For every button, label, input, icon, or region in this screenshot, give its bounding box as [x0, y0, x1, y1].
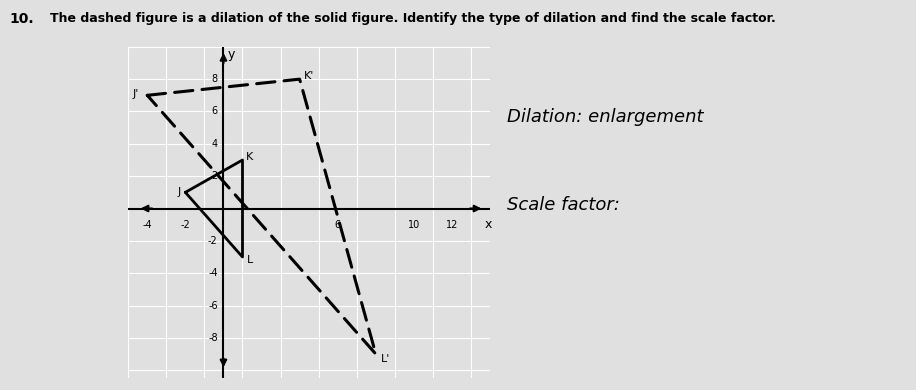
- Text: J: J: [177, 187, 180, 197]
- Text: 10: 10: [408, 220, 420, 230]
- Text: Scale factor:: Scale factor:: [507, 196, 620, 214]
- Text: L': L': [381, 354, 390, 364]
- Text: J': J': [133, 89, 139, 99]
- Text: L: L: [247, 255, 253, 265]
- Text: K: K: [245, 152, 253, 162]
- Text: -6: -6: [208, 301, 218, 310]
- Text: 6: 6: [212, 106, 218, 117]
- Text: -8: -8: [208, 333, 218, 343]
- Text: K': K': [304, 71, 314, 81]
- Text: 12: 12: [446, 220, 458, 230]
- Text: Dilation: enlargement: Dilation: enlargement: [507, 108, 703, 126]
- Text: 4: 4: [212, 139, 218, 149]
- Text: y: y: [227, 48, 234, 61]
- Text: -2: -2: [208, 236, 218, 246]
- Text: -2: -2: [180, 220, 191, 230]
- Text: x: x: [485, 218, 492, 231]
- Text: 8: 8: [212, 74, 218, 84]
- Text: -4: -4: [143, 220, 152, 230]
- Text: -4: -4: [208, 268, 218, 278]
- Text: The dashed figure is a dilation of the solid figure. Identify the type of dilati: The dashed figure is a dilation of the s…: [50, 12, 776, 25]
- Text: 2: 2: [212, 171, 218, 181]
- Text: 10.: 10.: [9, 12, 34, 26]
- Text: 6: 6: [334, 220, 341, 230]
